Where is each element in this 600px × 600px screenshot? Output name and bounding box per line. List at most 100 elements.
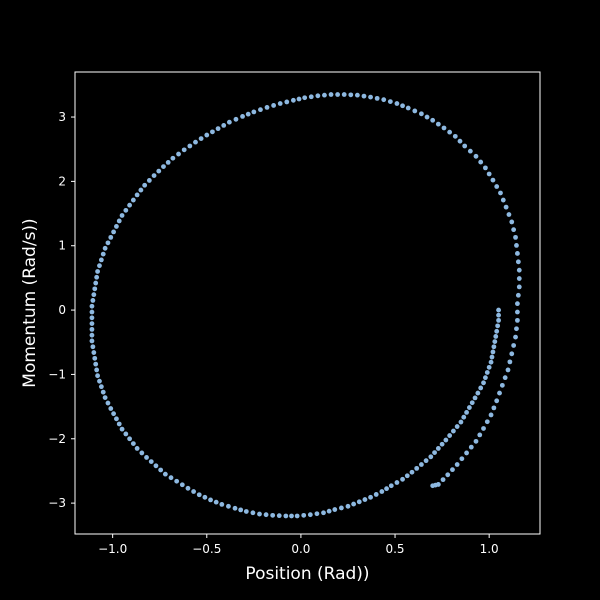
data-point <box>502 375 508 381</box>
data-point <box>447 433 453 438</box>
data-point <box>144 455 149 460</box>
data-point <box>394 101 400 106</box>
data-point <box>454 462 460 467</box>
data-point <box>335 92 341 97</box>
data-point <box>119 213 125 218</box>
data-point <box>215 126 221 132</box>
data-point <box>513 334 518 340</box>
data-point <box>130 441 136 446</box>
data-point <box>102 245 108 251</box>
data-point <box>515 309 520 315</box>
data-point <box>450 467 455 473</box>
data-point <box>486 364 492 370</box>
data-point <box>181 147 187 153</box>
data-point <box>439 441 445 447</box>
data-point <box>123 207 129 213</box>
data-point <box>511 227 517 233</box>
data-point <box>283 513 289 519</box>
data-point <box>477 432 483 438</box>
data-point <box>483 165 488 171</box>
data-point <box>428 454 434 460</box>
data-point <box>348 92 354 98</box>
data-point <box>423 458 429 464</box>
data-point <box>445 472 451 478</box>
data-point <box>100 389 106 395</box>
data-point <box>515 301 520 307</box>
data-point <box>111 411 116 417</box>
data-point <box>461 414 467 420</box>
data-point <box>345 503 351 509</box>
data-point <box>440 477 446 483</box>
data-point <box>516 284 522 290</box>
x-tick-label: −1.0 <box>98 542 127 556</box>
data-point <box>89 309 95 315</box>
data-point <box>505 367 511 373</box>
data-point <box>379 489 385 494</box>
x-axis-title: Position (Rad)) <box>245 564 369 584</box>
data-point <box>90 298 96 303</box>
data-point <box>419 111 424 117</box>
data-point <box>488 359 494 365</box>
data-point <box>170 155 176 161</box>
data-point <box>464 450 469 456</box>
data-point <box>302 95 308 101</box>
data-point <box>89 326 95 332</box>
data-point <box>139 450 145 456</box>
data-point <box>98 384 104 390</box>
data-point <box>289 513 294 519</box>
data-point <box>381 97 387 103</box>
data-point <box>142 182 148 188</box>
y-tick-label: −1 <box>48 367 66 381</box>
data-point <box>100 251 106 257</box>
data-point <box>473 153 479 159</box>
data-point <box>251 109 257 115</box>
data-point <box>473 438 479 444</box>
data-point <box>108 234 114 240</box>
data-point <box>496 312 501 318</box>
data-point <box>321 510 326 516</box>
data-point <box>478 159 484 165</box>
data-point <box>91 350 97 355</box>
data-point <box>264 104 270 110</box>
data-point <box>384 486 389 492</box>
data-point <box>435 446 441 451</box>
data-point <box>95 373 100 379</box>
data-point <box>90 344 96 350</box>
data-point <box>462 143 468 149</box>
data-point <box>509 219 515 225</box>
data-point <box>95 269 100 274</box>
y-tick-label: 2 <box>58 174 66 188</box>
data-point <box>198 136 204 142</box>
data-point <box>491 405 497 411</box>
data-point <box>490 177 496 183</box>
data-point <box>503 204 509 210</box>
data-point <box>284 99 290 105</box>
axis-ticks: −1.0 −0.5 0.0 0.5 1.0 −3 −2 −1 0 1 2 3 <box>48 110 498 556</box>
data-point <box>499 382 505 388</box>
y-tick-label: 0 <box>58 303 66 317</box>
data-point <box>151 173 157 179</box>
data-point <box>412 108 418 114</box>
data-point <box>441 125 447 131</box>
data-point <box>351 501 357 507</box>
data-point <box>148 459 154 465</box>
data-point <box>514 243 519 248</box>
data-point <box>277 101 283 106</box>
data-point <box>250 510 256 516</box>
data-point <box>326 508 332 514</box>
data-point <box>161 164 166 169</box>
data-point <box>290 97 296 103</box>
data-point <box>361 93 367 99</box>
data-point <box>356 499 362 505</box>
data-point <box>89 332 95 338</box>
data-point <box>232 505 238 511</box>
data-point <box>208 497 213 503</box>
data-point <box>338 505 344 511</box>
y-tick-label: −2 <box>48 432 66 446</box>
data-point <box>134 192 140 198</box>
data-point <box>89 338 95 344</box>
data-point <box>498 190 503 196</box>
data-point <box>193 139 198 145</box>
